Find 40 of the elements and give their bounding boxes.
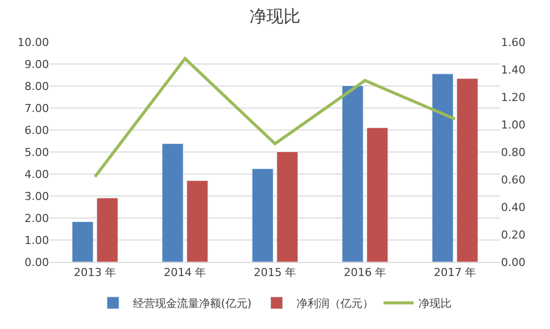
y2-tick-label: 0.00: [501, 256, 526, 269]
y-tick-label: 0.00: [24, 256, 49, 269]
legend-label: 净利润（亿元）: [296, 297, 374, 310]
y2-tick-label: 0.60: [501, 173, 526, 186]
bar: [366, 128, 388, 262]
y-tick-label: 3.00: [24, 190, 49, 203]
line-series: [94, 57, 456, 178]
y-tick-label: 5.00: [24, 146, 49, 159]
x-tick-label: 2017 年: [434, 266, 476, 280]
y-tick-label: 4.00: [24, 168, 49, 181]
y2-tick-label: 0.40: [501, 200, 526, 214]
x-tick-label: 2015 年: [254, 266, 296, 280]
chart-title: 净现比: [250, 6, 300, 27]
x-tick-label: 2013 年: [74, 266, 116, 280]
bar: [432, 74, 454, 262]
y2-tick-label: 1.00: [501, 118, 526, 132]
bar: [162, 143, 184, 262]
y-tick-label: 8.00: [24, 80, 49, 93]
y-tick-label: 7.00: [24, 102, 49, 115]
bar: [72, 221, 94, 262]
legend-label: 经营现金流量净额(亿元): [133, 297, 252, 310]
legend-label: 净现比: [418, 297, 452, 310]
bar: [252, 168, 274, 262]
x-tick-label: 2014 年: [164, 266, 206, 280]
bar: [276, 152, 298, 262]
y-tick-label: 1.00: [24, 234, 49, 247]
y2-tick-label: 1.60: [501, 36, 526, 49]
y2-tick-label: 1.20: [501, 90, 526, 104]
y-tick-label: 9.00: [24, 58, 49, 71]
y-tick-label: 10.00: [18, 36, 49, 49]
y2-tick-label: 0.20: [501, 228, 526, 242]
bar: [456, 78, 478, 262]
bar: [96, 198, 118, 262]
y2-tick-label: 1.40: [501, 63, 526, 76]
bar: [186, 180, 208, 262]
x-tick-label: 2016 年: [344, 266, 386, 280]
y-tick-label: 2.00: [24, 212, 49, 225]
y-tick-label: 6.00: [24, 124, 49, 137]
y2-tick-label: 0.80: [501, 146, 526, 159]
bar: [342, 86, 364, 262]
